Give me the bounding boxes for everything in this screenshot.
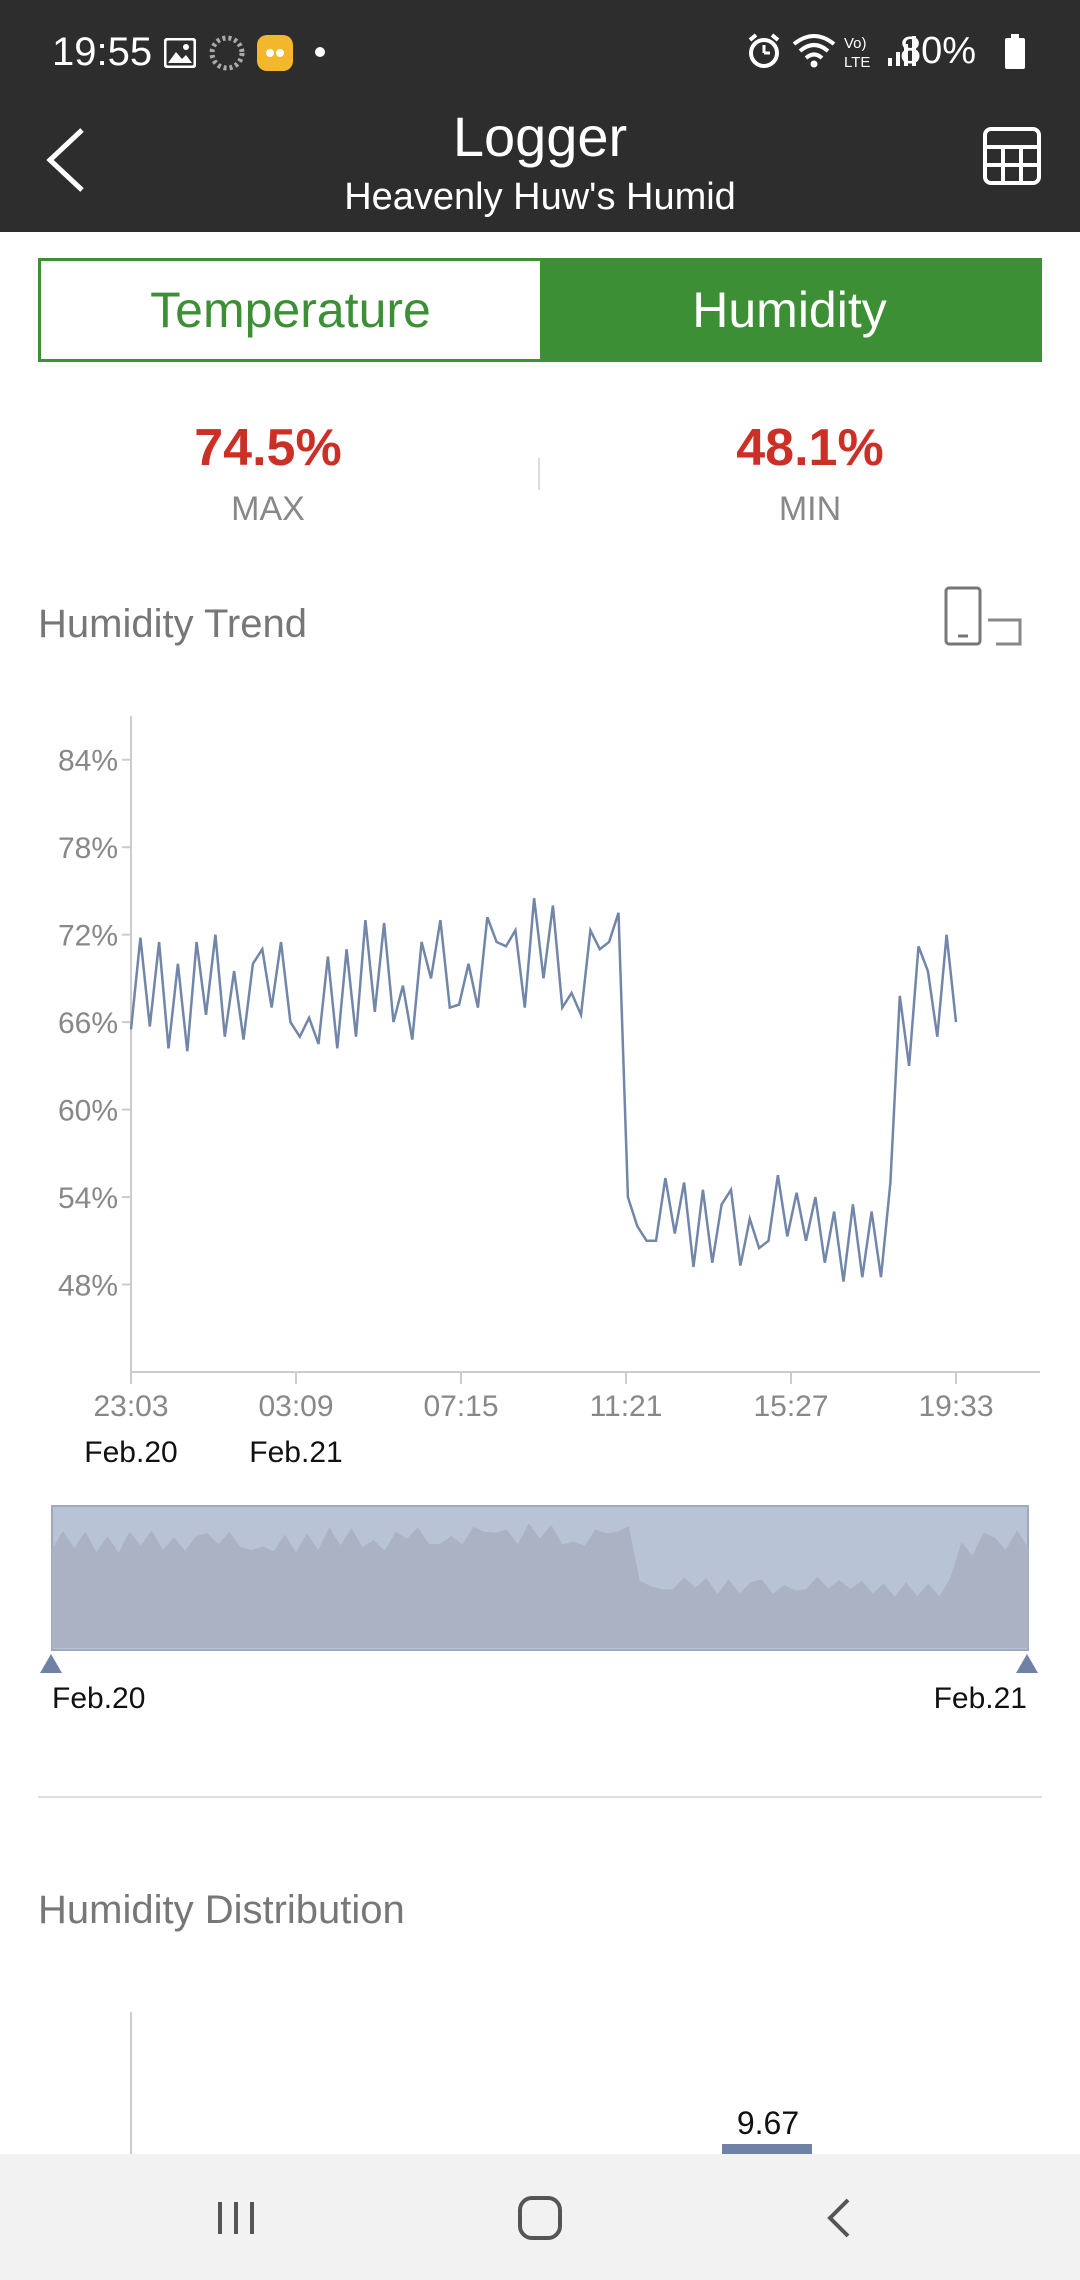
x-tick-label: 15:27 <box>753 1390 828 1423</box>
distribution-title: Humidity Distribution <box>38 1888 405 1932</box>
dot-icon <box>315 47 325 57</box>
range-handle-end[interactable] <box>1016 1654 1038 1673</box>
battery-percent: 80% <box>899 30 976 72</box>
humidity-series-line <box>129 898 958 1282</box>
y-tick-label: 84% <box>58 745 118 778</box>
tab-temperature[interactable]: Temperature <box>41 261 540 359</box>
y-tick-label: 66% <box>58 1007 118 1040</box>
x-date-label: Feb.20 <box>84 1436 177 1469</box>
humidity-distribution-chart: 9.67 <box>130 2012 812 2154</box>
range-end-label: Feb.21 <box>934 1682 1027 1715</box>
system-nav-bar <box>0 2154 1080 2280</box>
recent-apps-icon[interactable] <box>206 2188 266 2248</box>
status-time: 19:55 <box>52 30 153 74</box>
metric-tabs: Temperature Humidity <box>38 258 1042 362</box>
max-stat: 74.5% MAX <box>68 418 468 529</box>
humidity-trend-chart: 84% 78% 72% 66% 60% 54% 48% 23:03 03:09 07:15 11:… <box>58 716 1040 1469</box>
wifi-icon <box>792 34 836 68</box>
y-tick-label: 54% <box>58 1182 118 1215</box>
max-label: MAX <box>231 490 305 528</box>
x-tick-label: 19:33 <box>918 1390 993 1423</box>
max-value: 74.5% <box>194 419 342 477</box>
signal-icon <box>888 36 916 66</box>
svg-text:Vo): Vo) <box>844 35 867 52</box>
volte-icon: Vo) LTE <box>844 35 870 71</box>
page-subtitle: Heavenly Huw's Humid <box>344 176 736 218</box>
back-arrow-icon[interactable] <box>40 120 100 200</box>
status-bar: 19:55 <box>0 0 1080 104</box>
x-tick-label: 23:03 <box>93 1390 168 1423</box>
section-divider <box>38 1796 1042 1798</box>
page-title: Logger <box>452 105 628 168</box>
x-tick-label: 03:09 <box>258 1390 333 1423</box>
range-start-label: Feb.20 <box>52 1682 145 1715</box>
x-date-label: Feb.21 <box>249 1436 342 1469</box>
distribution-bar <box>722 2144 812 2154</box>
min-value: 48.1% <box>736 419 884 477</box>
top-bar: 19:55 <box>0 0 1080 232</box>
app-icon <box>257 35 293 71</box>
y-tick-label: 78% <box>58 832 118 865</box>
min-stat: 48.1% MIN <box>610 418 1010 529</box>
distribution-bar-label: 9.67 <box>737 2105 799 2141</box>
gallery-icon <box>164 38 196 68</box>
tab-humidity[interactable]: Humidity <box>540 261 1039 359</box>
x-tick-label: 07:15 <box>423 1390 498 1423</box>
svg-text:LTE: LTE <box>844 54 870 71</box>
range-selector[interactable]: Feb.20 Feb.21 <box>0 1500 1080 1730</box>
alarm-icon <box>748 33 780 68</box>
x-tick-label: 11:21 <box>590 1390 663 1423</box>
range-area <box>52 1523 1028 1648</box>
back-icon[interactable] <box>810 2188 870 2248</box>
y-tick-label: 60% <box>58 1095 118 1128</box>
stat-divider <box>538 458 540 490</box>
y-tick-label: 72% <box>58 920 118 953</box>
min-label: MIN <box>778 490 842 528</box>
battery-icon <box>1005 34 1025 69</box>
table-icon[interactable] <box>982 126 1042 186</box>
range-handle-start[interactable] <box>40 1654 62 1673</box>
rotate-screen-icon[interactable] <box>944 586 1024 648</box>
loader-icon <box>209 35 245 71</box>
trend-title: Humidity Trend <box>38 602 307 646</box>
y-tick-label: 48% <box>58 1270 118 1303</box>
home-icon[interactable] <box>510 2188 570 2248</box>
